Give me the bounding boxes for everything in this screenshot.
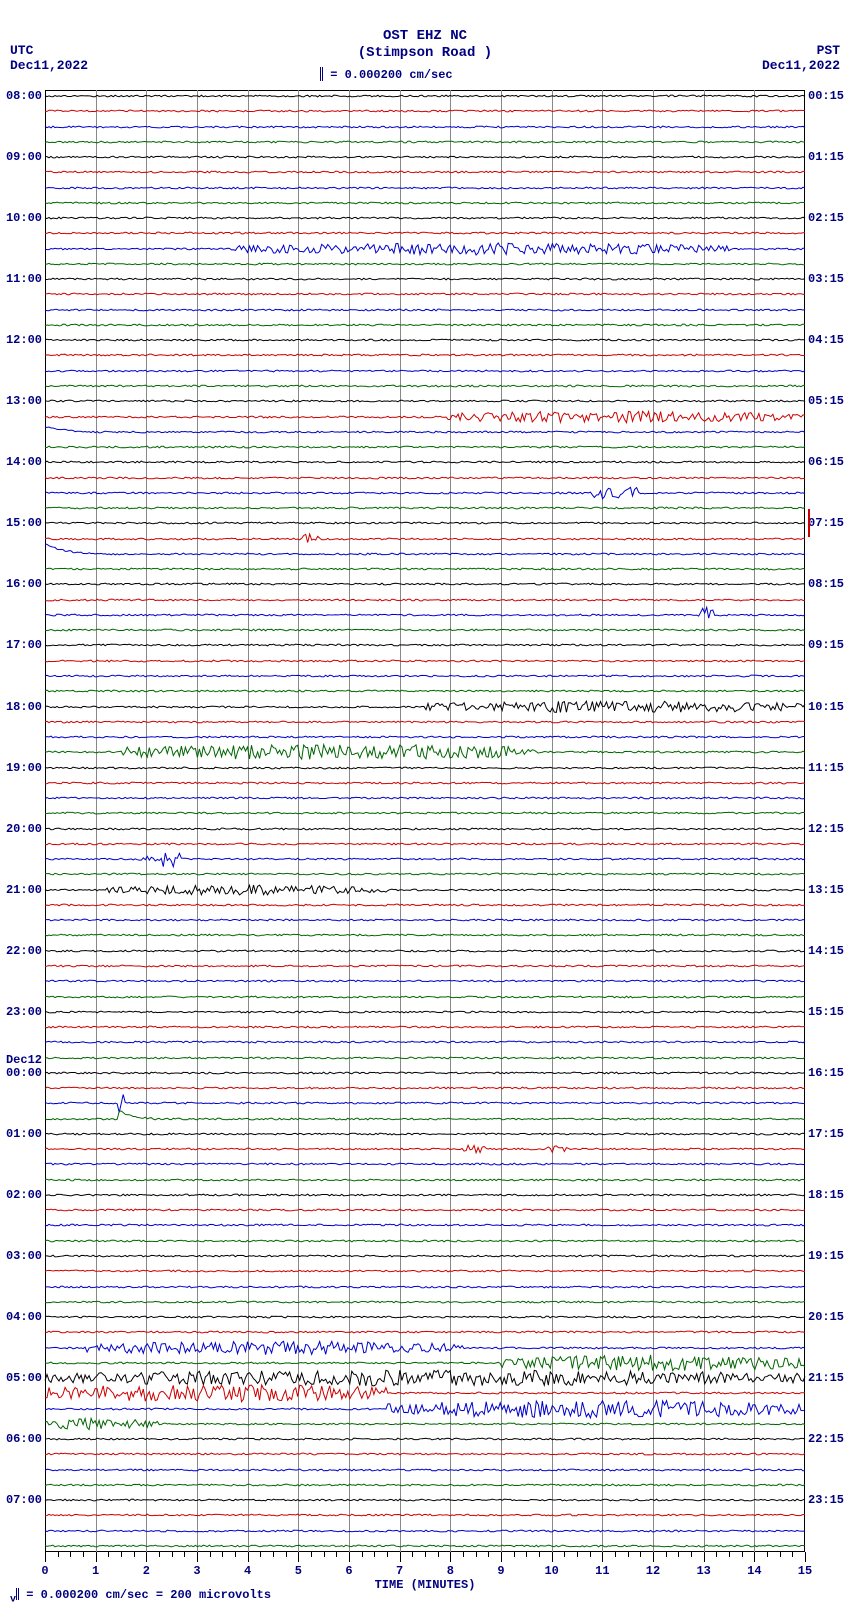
utc-time-label: 19:00	[6, 761, 45, 775]
utc-time-label: 08:00	[6, 89, 45, 103]
pst-time-label: 12:15	[805, 822, 844, 836]
pst-time-label: 23:15	[805, 1493, 844, 1507]
pst-time-label: 04:15	[805, 333, 844, 347]
pst-time-label: 14:15	[805, 944, 844, 958]
utc-time-label: 18:00	[6, 700, 45, 714]
pst-time-label: 17:15	[805, 1127, 844, 1141]
utc-time-label: 10:00	[6, 211, 45, 225]
utc-time-label: 05:00	[6, 1371, 45, 1385]
utc-time-label: 04:00	[6, 1310, 45, 1324]
utc-time-label: 01:00	[6, 1127, 45, 1141]
utc-time-label: 23:00	[6, 1005, 45, 1019]
utc-time-label: 17:00	[6, 638, 45, 652]
pst-time-label: 00:15	[805, 89, 844, 103]
edge-spike	[808, 509, 810, 537]
pst-time-label: 11:15	[805, 761, 844, 775]
utc-time-label: 21:00	[6, 883, 45, 897]
pst-time-label: 13:15	[805, 883, 844, 897]
header: OST EHZ NC (Stimpson Road )	[0, 28, 850, 62]
pst-time-label: 21:15	[805, 1371, 844, 1385]
pst-time-label: 02:15	[805, 211, 844, 225]
pst-time-label: 10:15	[805, 700, 844, 714]
pst-time-label: 08:15	[805, 577, 844, 591]
corner-top-left: UTC Dec11,2022	[10, 44, 88, 74]
pst-time-label: 05:15	[805, 394, 844, 408]
pst-time-label: 03:15	[805, 272, 844, 286]
utc-time-label: 11:00	[6, 272, 45, 286]
utc-time-label: 07:00	[6, 1493, 45, 1507]
utc-time-label: 15:00	[6, 516, 45, 530]
seismogram-plot: TIME (MINUTES) 012345678910111213141508:…	[45, 90, 805, 1552]
pst-time-label: 16:15	[805, 1066, 844, 1080]
pst-time-label: 20:15	[805, 1310, 844, 1324]
utc-time-label: 03:00	[6, 1249, 45, 1263]
utc-time-label: 09:00	[6, 150, 45, 164]
pst-time-label: 18:15	[805, 1188, 844, 1202]
day-label: Dec12	[6, 1053, 45, 1067]
pst-time-label: 15:15	[805, 1005, 844, 1019]
corner-top-right: PST Dec11,2022	[762, 44, 840, 74]
utc-time-label: 00:00	[6, 1066, 45, 1080]
pst-time-label: 22:15	[805, 1432, 844, 1446]
utc-time-label: 02:00	[6, 1188, 45, 1202]
utc-time-label: 06:00	[6, 1432, 45, 1446]
pst-time-label: 06:15	[805, 455, 844, 469]
pst-time-label: 01:15	[805, 150, 844, 164]
pst-time-label: 07:15	[805, 516, 844, 530]
footer-scale: v = 0.000200 cm/sec = 200 microvolts	[10, 1588, 271, 1605]
station-code: OST EHZ NC	[0, 28, 850, 45]
utc-time-label: 12:00	[6, 333, 45, 347]
utc-time-label: 14:00	[6, 455, 45, 469]
station-name: (Stimpson Road )	[0, 45, 850, 62]
pst-time-label: 19:15	[805, 1249, 844, 1263]
utc-time-label: 22:00	[6, 944, 45, 958]
utc-time-label: 16:00	[6, 577, 45, 591]
utc-time-label: 20:00	[6, 822, 45, 836]
seismogram-container: OST EHZ NC (Stimpson Road ) = 0.000200 c…	[0, 0, 850, 1613]
trace	[45, 1526, 805, 1566]
utc-time-label: 13:00	[6, 394, 45, 408]
pst-time-label: 09:15	[805, 638, 844, 652]
